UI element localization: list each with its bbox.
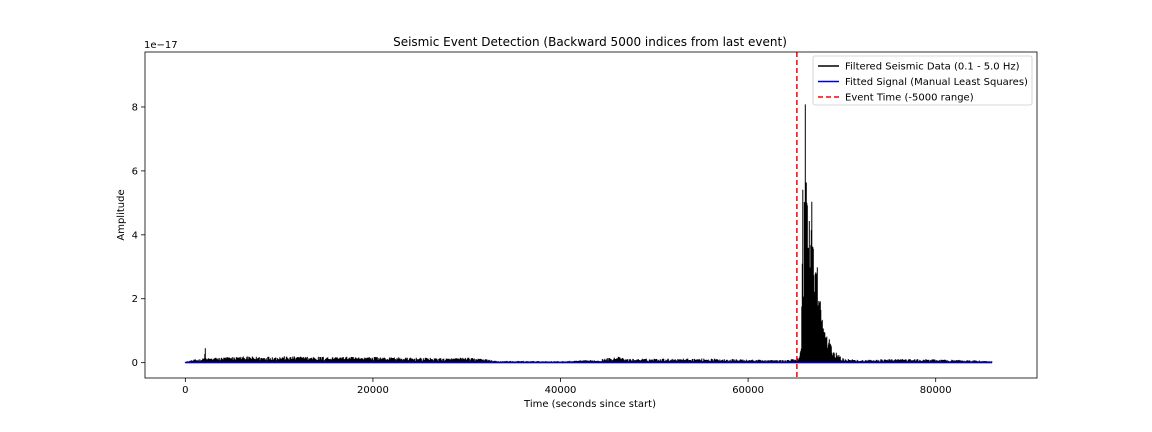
legend: Filtered Seismic Data (0.1 - 5.0 Hz) Fitt… [812,55,1033,106]
legend-box [812,55,1033,106]
plot-layer [184,52,993,378]
series-seismic-data [184,104,993,363]
legend-entry: Event Time (-5000 range) [845,93,974,104]
y-tick-label: 8 [132,102,138,113]
plot-frame [144,51,1038,379]
axes-layer: 0 20000 40000 60000 80000 0 2 4 6 8 [132,51,1038,396]
x-tick-label: 80000 [920,385,952,396]
x-axis-label: Time (seconds since start) [523,399,656,410]
legend-entry: Fitted Signal (Manual Least Squares) [845,77,1028,88]
y-tick-label: 4 [132,230,138,241]
y-tick-label: 6 [132,166,138,177]
chart-title: Seismic Event Detection (Backward 5000 i… [393,35,787,49]
legend-entry: Filtered Seismic Data (0.1 - 5.0 Hz) [845,62,1020,73]
x-tick-label: 20000 [357,385,389,396]
y-tick-label: 2 [132,294,138,305]
y-offset-label: 1e−17 [144,40,178,51]
x-tick-label: 0 [182,385,188,396]
plot-area [184,52,993,378]
x-tick-label: 40000 [545,385,577,396]
y-tick-label: 0 [132,358,138,369]
y-axis-label: Amplitude [116,189,127,240]
x-tick-label: 60000 [732,385,764,396]
